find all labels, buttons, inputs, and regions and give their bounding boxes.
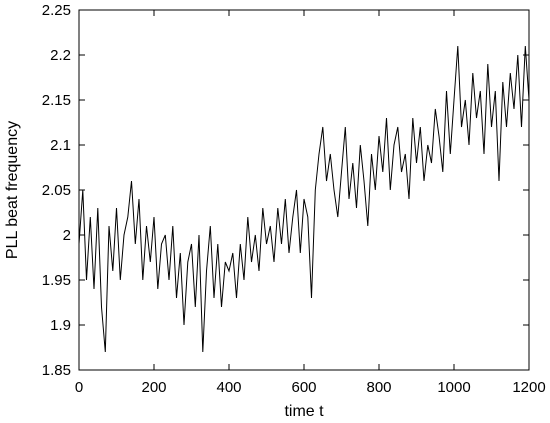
y-tick-label: 1.95 (42, 272, 71, 289)
y-tick-label: 2.25 (42, 2, 71, 19)
x-tick-label: 200 (141, 379, 166, 396)
x-axis-label: time t (284, 403, 324, 420)
y-tick-label: 2 (63, 227, 71, 244)
x-tick-label: 600 (291, 379, 316, 396)
y-tick-label: 1.85 (42, 362, 71, 379)
plot-frame (78, 9, 530, 371)
y-axis-ticks: 1.85 1.9 1.95 2 2.05 2.1 2.15 2.2 2.25 (42, 2, 529, 379)
x-axis-ticks: 0 200 400 600 800 1000 1200 (75, 10, 546, 396)
y-tick-label: 1.9 (50, 317, 71, 334)
series-line (78, 45, 530, 353)
y-tick-label: 2.05 (42, 182, 71, 199)
x-tick-label: 400 (216, 379, 241, 396)
x-tick-label: 800 (366, 379, 391, 396)
x-tick-label: 1000 (437, 379, 470, 396)
y-tick-label: 2.1 (50, 137, 71, 154)
y-tick-label: 2.2 (50, 47, 71, 64)
x-tick-label: 1200 (512, 379, 545, 396)
x-tick-label: 0 (75, 379, 83, 396)
y-tick-label: 2.15 (42, 92, 71, 109)
y-axis-label: PLL beat frequency (4, 121, 21, 259)
